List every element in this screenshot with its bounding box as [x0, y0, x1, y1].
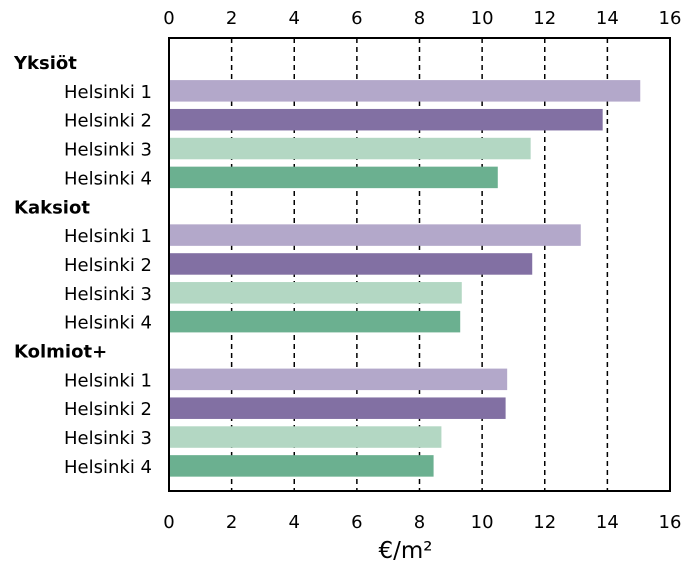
bar-category-label: Helsinki 3	[64, 428, 152, 449]
x-tick-label-bottom: 14	[596, 512, 619, 533]
bar-category-label: Helsinki 1	[64, 82, 152, 103]
x-tick-label-top: 14	[596, 8, 619, 29]
bar	[170, 368, 508, 391]
bar	[170, 137, 531, 160]
x-tick-label-top: 10	[471, 8, 494, 29]
group-label: Kolmiot+	[14, 342, 107, 363]
x-tick-label-top: 6	[351, 8, 362, 29]
bar-category-label: Helsinki 1	[64, 226, 152, 247]
x-tick-label-top: 12	[533, 8, 556, 29]
x-tick-label-bottom: 8	[414, 512, 425, 533]
x-tick-label-top: 4	[289, 8, 300, 29]
x-tick-label-top: 2	[226, 8, 237, 29]
category-labels: Yksiöt Helsinki 1 Helsinki 2 Helsinki 3 Hels…	[13, 53, 152, 478]
bar	[170, 426, 442, 448]
bar-category-label: Helsinki 2	[64, 255, 152, 276]
bar	[170, 108, 603, 131]
bar	[170, 253, 533, 275]
bar	[170, 80, 641, 102]
bar-category-label: Helsinki 4	[64, 457, 152, 478]
bar	[170, 310, 461, 333]
plot-frame	[168, 37, 671, 492]
bar-category-label: Helsinki 4	[64, 168, 152, 189]
group-label: Yksiöt	[13, 53, 77, 74]
bar-category-label: Helsinki 1	[64, 370, 152, 391]
x-tick-label-bottom: 0	[163, 512, 174, 533]
x-axis-label: €/m²	[378, 538, 432, 564]
axis-ticks: 0 0 2 2 4 4 6 6 8 8 10 10 12 12 14 14 16 16	[163, 8, 681, 533]
group-label: Kaksiot	[14, 197, 90, 218]
bar	[170, 282, 462, 304]
x-tick-label-bottom: 12	[533, 512, 556, 533]
bar	[170, 397, 506, 419]
bars	[170, 80, 641, 477]
x-tick-label-bottom: 6	[351, 512, 362, 533]
x-tick-label-top: 16	[659, 8, 682, 29]
x-tick-label-top: 8	[414, 8, 425, 29]
bar-category-label: Helsinki 3	[64, 140, 152, 161]
bar-category-label: Helsinki 3	[64, 284, 152, 305]
bar-category-label: Helsinki 2	[64, 399, 152, 420]
bar-category-label: Helsinki 2	[64, 111, 152, 132]
x-tick-label-top: 0	[163, 8, 174, 29]
x-tick-label-bottom: 4	[289, 512, 300, 533]
x-tick-label-bottom: 16	[659, 512, 682, 533]
bar	[170, 166, 498, 189]
bar	[170, 224, 581, 246]
bar-category-label: Helsinki 4	[64, 313, 152, 334]
bar	[170, 455, 434, 477]
x-tick-label-bottom: 10	[471, 512, 494, 533]
x-tick-label-bottom: 2	[226, 512, 237, 533]
